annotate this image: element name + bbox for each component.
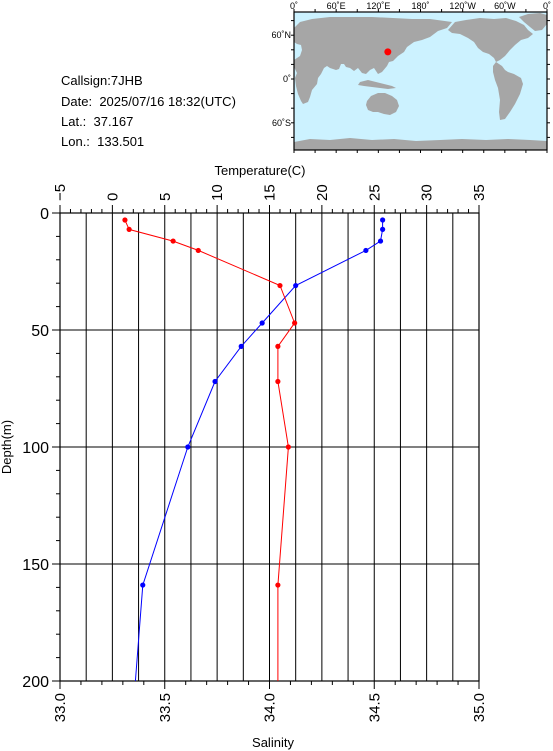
salinity-point	[275, 343, 281, 349]
land-australia	[366, 93, 399, 115]
temperature-tick-label: 5	[157, 193, 174, 201]
temperature-point	[380, 226, 386, 232]
temperature-tick-label: 0	[104, 193, 121, 201]
temperature-point	[380, 217, 386, 223]
salinity-tick-labels: 33.0 33.5 34.0 34.5 35.0	[52, 693, 488, 722]
map-tick-marks	[291, 9, 550, 153]
info-date: Date: 2025/07/16 18:32(UTC)	[61, 94, 236, 110]
map-lon-label: 180˚	[411, 1, 429, 11]
world-map: 0˚ 60˚E 120˚E 180˚ 120˚W 60˚W 0˚ 60˚N 0˚ 60˚S	[271, 1, 551, 153]
callsign-value: 7JHB	[110, 73, 143, 88]
land-south-america	[493, 62, 523, 120]
map-lon-label: 0˚	[290, 1, 298, 11]
map-lat-label: 60˚N	[271, 30, 291, 40]
map-lon-label: 120˚W	[449, 1, 476, 11]
temperature-point	[238, 343, 244, 349]
info-callsign: Callsign:7JHB	[61, 73, 143, 89]
map-land	[294, 13, 547, 150]
temperature-tick-label: 25	[366, 184, 383, 201]
lat-value: 37.167	[93, 114, 134, 129]
temperature-point	[293, 282, 299, 289]
salinity-point	[277, 282, 283, 289]
map-latitude-labels: 60˚N 0˚ 60˚S	[271, 30, 291, 128]
station-marker	[384, 48, 392, 56]
salinity-tick-label: 34.5	[366, 693, 383, 722]
salinity-point	[275, 378, 281, 385]
profile-chart: −5 0 5 10 15 20 25 30 35 33.0 33.5 34.0 34.5 35.0 05…	[0, 163, 488, 750]
temperature-tick-labels: −5 0 5 10 15 20 25 30 35	[52, 184, 488, 201]
depth-axis-label: Depth(m)	[0, 420, 14, 474]
map-lon-label: 60˚W	[494, 1, 516, 11]
map-lon-label: 0˚	[543, 1, 551, 11]
map-lon-label: 60˚E	[327, 1, 346, 11]
date-label: Date:	[61, 94, 93, 109]
temperature-point	[212, 378, 218, 385]
temperature-tick-label: 20	[314, 184, 331, 201]
depth-tick-label: 50	[31, 323, 49, 340]
temperature-tick-label: 35	[471, 184, 488, 201]
temperature-point	[140, 582, 146, 588]
series-layer	[122, 217, 386, 682]
salinity-point	[122, 217, 128, 223]
depth-tick-label: 100	[22, 440, 49, 457]
lon-value: 133.501	[97, 134, 145, 149]
temperature-tick-label: 15	[262, 184, 279, 201]
depth-tick-label: 200	[22, 674, 49, 691]
depth-tick-labels: 0 50 100 150 200	[22, 206, 49, 691]
map-lon-label: 120˚E	[366, 1, 390, 11]
salinity-point	[195, 247, 201, 254]
lat-label: Lat.:	[61, 114, 87, 129]
temperature-tick-label: 10	[209, 184, 226, 201]
info-lon: Lon.: 133.501	[61, 134, 144, 150]
temperature-point	[185, 444, 191, 450]
salinity-point	[285, 444, 291, 450]
map-longitude-labels: 0˚ 60˚E 120˚E 180˚ 120˚W 60˚W 0˚	[290, 1, 551, 11]
map-lat-label: 60˚S	[272, 118, 291, 128]
depth-tick-label: 0	[40, 206, 49, 223]
salinity-point	[275, 582, 281, 588]
land-antarctica	[294, 138, 547, 150]
depth-tick-label: 150	[22, 557, 49, 574]
temperature-profile-line	[134, 220, 384, 682]
salinity-axis-label: Salinity	[252, 735, 294, 750]
lon-label: Lon.:	[61, 134, 90, 149]
salinity-point	[170, 238, 176, 244]
date-value: 2025/07/16 18:32(UTC)	[99, 94, 236, 109]
temperature-point	[259, 320, 265, 326]
land-indonesia	[358, 80, 396, 89]
salinity-point	[126, 226, 132, 232]
land-eurasia-africa	[294, 17, 452, 104]
salinity-tick-label: 34.0	[262, 693, 279, 722]
salinity-tick-label: 33.0	[52, 693, 69, 722]
temperature-tick-label: 30	[419, 184, 436, 201]
info-lat: Lat.: 37.167	[61, 114, 133, 130]
temperature-tick-label: −5	[52, 184, 69, 201]
callsign-label: Callsign:	[61, 73, 111, 88]
salinity-tick-label: 33.5	[157, 693, 174, 722]
land-japan	[390, 43, 400, 56]
temperature-point	[377, 238, 384, 244]
land-greenland	[519, 13, 547, 31]
salinity-tick-label: 35.0	[471, 693, 488, 722]
land-north-america	[448, 18, 533, 62]
temperature-point	[363, 247, 369, 254]
salinity-point	[292, 320, 298, 326]
chart-grid	[60, 213, 479, 681]
map-lat-label: 0˚	[283, 74, 291, 84]
axis-ticks	[52, 205, 480, 689]
temperature-axis-label: Temperature(C)	[214, 163, 305, 178]
